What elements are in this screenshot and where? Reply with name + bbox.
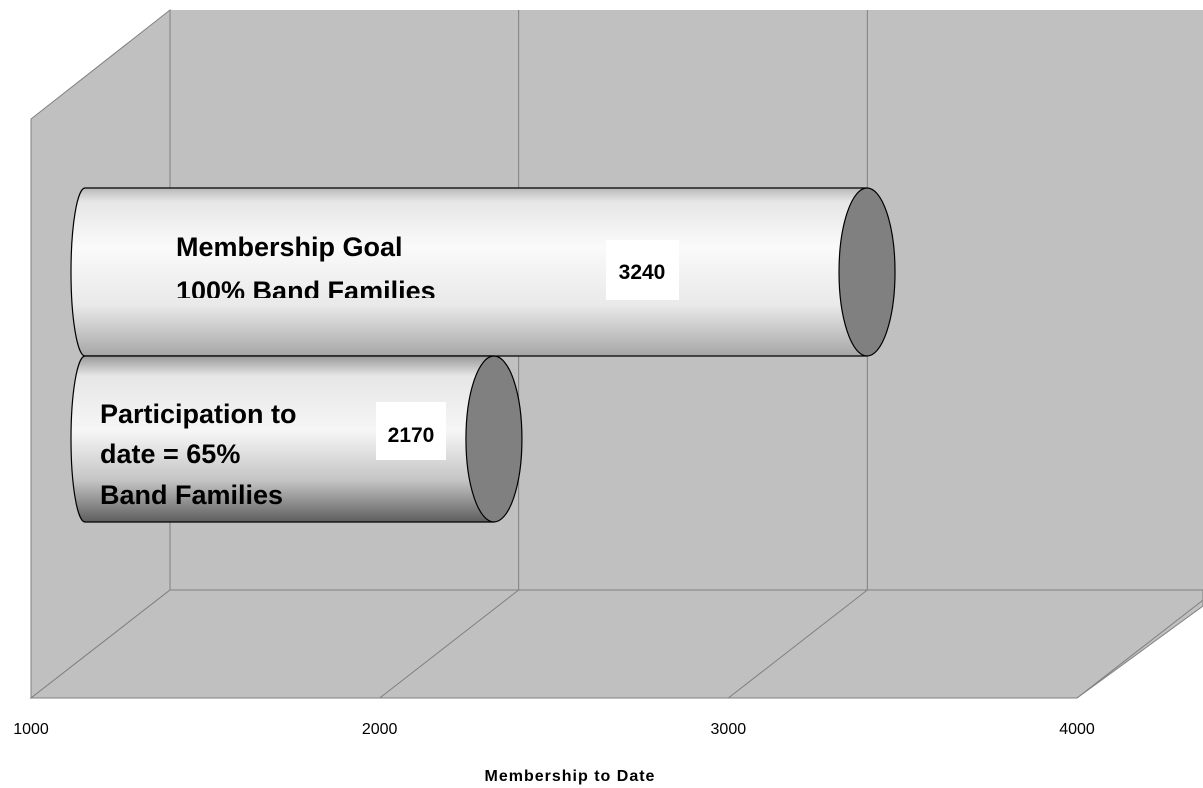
x-tick-label: 4000 (1059, 721, 1095, 738)
bar-category-line: Band Families (100, 480, 283, 510)
x-axis-title: Membership to Date (485, 768, 656, 785)
x-tick-labels: 1000 2000 3000 4000 (13, 721, 1095, 738)
bar-body (70, 355, 495, 523)
bar-category-line: Membership Goal (176, 232, 403, 262)
bar-category-label: Participation to date = 65% Band Families (100, 399, 297, 510)
bar-end-cap (465, 355, 523, 523)
x-tick-label: 3000 (711, 721, 747, 738)
floor (29, 589, 1203, 699)
data-label: 2170 (388, 424, 435, 447)
bar-category-line: 100% Band Families (176, 276, 436, 306)
floor-gridline (1076, 599, 1203, 699)
bar-goal: Membership Goal 100% Band Families 3240 (70, 187, 896, 357)
bar-body (70, 187, 868, 357)
bar-category-line: date = 65% (100, 439, 240, 469)
x-tick-label: 2000 (362, 721, 398, 738)
x-tick-label: 1000 (13, 721, 49, 738)
data-label: 3240 (619, 261, 666, 284)
floor-gridline (379, 589, 519, 699)
bar-category-label: Membership Goal 100% Band Families (176, 232, 436, 306)
data-label-box (376, 402, 446, 460)
floor-gridline (728, 589, 868, 699)
data-label-box (606, 240, 679, 300)
bar-end-cap (838, 187, 896, 357)
bars: Membership Goal 100% Band Families 3240 Par… (70, 187, 896, 523)
bar-participation: Participation to date = 65% Band Families 2… (70, 355, 523, 523)
bar-category-line: Participation to (100, 399, 297, 429)
